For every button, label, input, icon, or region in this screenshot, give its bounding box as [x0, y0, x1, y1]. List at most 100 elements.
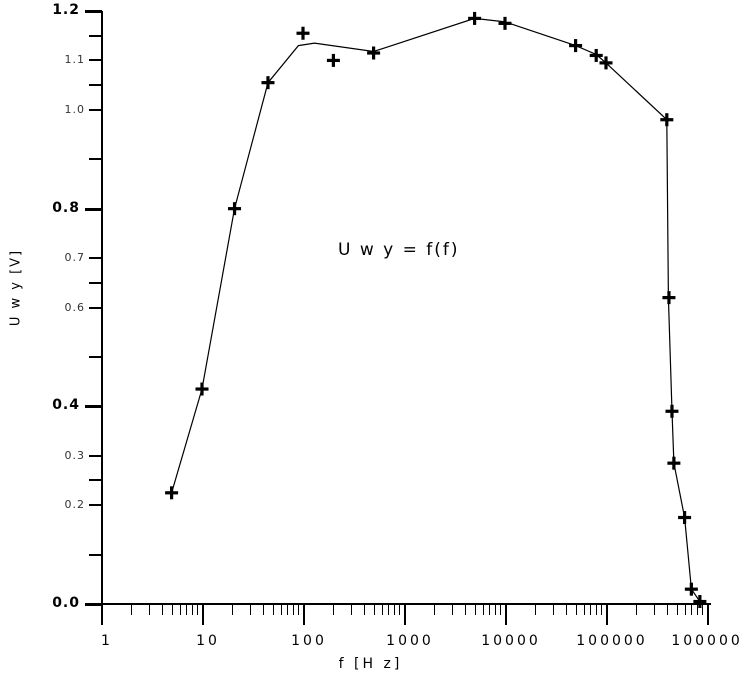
x-tick-minor: [232, 605, 234, 615]
x-tick-minor: [399, 605, 401, 615]
y-tick-mark: [85, 405, 102, 409]
y-tick-mark: [89, 108, 102, 111]
x-tick-label: 100000: [576, 633, 648, 649]
data-point-marker: [599, 56, 613, 70]
x-tick-label: 100: [291, 633, 327, 649]
y-tick-mark: [89, 479, 102, 482]
x-tick-minor: [373, 605, 375, 615]
x-tick-minor: [171, 605, 173, 615]
x-tick-minor: [161, 605, 163, 615]
x-tick-major: [202, 605, 204, 625]
y-tick-mark: [89, 355, 102, 358]
data-point-marker: [326, 53, 340, 67]
x-tick-minor: [482, 605, 484, 615]
y-tick-label: 0.8: [52, 199, 80, 216]
x-tick-minor: [333, 605, 335, 615]
data-markers: [165, 11, 707, 609]
y-tick-label: 0.7: [64, 251, 85, 265]
x-tick-minor: [553, 605, 555, 615]
y-tick-mark: [89, 257, 102, 260]
x-tick-minor: [590, 605, 592, 615]
x-tick-major: [707, 605, 709, 625]
y-tick-label: 0.3: [64, 448, 85, 462]
x-tick-minor: [697, 605, 699, 615]
y-tick-mark: [89, 59, 102, 62]
x-tick-minor: [280, 605, 282, 615]
x-tick-minor: [702, 605, 704, 615]
x-tick-minor: [262, 605, 264, 615]
x-tick-label: 10: [196, 633, 220, 649]
x-tick-minor: [464, 605, 466, 615]
x-tick-minor: [474, 605, 476, 615]
x-tick-label: 1000: [386, 633, 434, 649]
data-point-marker: [665, 404, 679, 418]
x-tick-major: [606, 605, 608, 625]
y-tick-label: 0.4: [52, 397, 80, 414]
y-tick-label: 1.1: [64, 53, 85, 67]
y-axis-line: [101, 11, 103, 605]
x-tick-minor: [575, 605, 577, 615]
x-tick-minor: [684, 605, 686, 615]
x-tick-minor: [293, 605, 295, 615]
x-tick-minor: [351, 605, 353, 615]
data-point-marker: [468, 11, 482, 25]
x-tick-minor: [272, 605, 274, 615]
x-tick-minor: [186, 605, 188, 615]
y-tick-label: 0.0: [52, 595, 80, 611]
y-tick-label: 1.2: [52, 2, 80, 18]
x-tick-label: 1: [101, 633, 113, 649]
y-tick-mark: [89, 34, 102, 37]
data-point-marker: [589, 48, 603, 62]
x-tick-minor: [596, 605, 598, 615]
x-tick-minor: [434, 605, 436, 615]
x-tick-minor: [691, 605, 693, 615]
y-tick-mark: [89, 306, 102, 309]
y-tick-mark: [89, 158, 102, 161]
data-point-marker: [195, 382, 209, 396]
y-tick-mark: [89, 454, 102, 457]
y-tick-mark: [89, 281, 102, 284]
data-line: [171, 17, 701, 602]
x-tick-minor: [535, 605, 537, 615]
data-point-marker: [498, 16, 512, 30]
x-tick-minor: [131, 605, 133, 615]
plot-annotation: U w y = f(f): [338, 240, 460, 260]
data-point-marker: [367, 46, 381, 60]
y-tick-mark: [85, 207, 102, 211]
x-tick-minor: [298, 605, 300, 615]
y-tick-mark: [85, 603, 102, 606]
x-tick-major: [101, 605, 103, 625]
data-point-marker: [693, 595, 707, 609]
data-point-marker: [662, 291, 676, 305]
x-tick-label: 10000: [481, 633, 541, 649]
x-tick-minor: [287, 605, 289, 615]
x-tick-minor: [250, 605, 252, 615]
x-tick-minor: [583, 605, 585, 615]
x-tick-minor: [601, 605, 603, 615]
x-tick-minor: [197, 605, 199, 615]
data-point-marker: [261, 76, 275, 90]
y-tick-mark: [85, 10, 102, 13]
y-axis-title: U w y [V]: [8, 248, 24, 327]
x-tick-minor: [565, 605, 567, 615]
x-tick-minor: [676, 605, 678, 615]
x-tick-minor: [500, 605, 502, 615]
y-tick-label: 1.0: [64, 102, 85, 116]
x-tick-minor: [388, 605, 390, 615]
data-point-marker: [569, 39, 583, 53]
x-tick-major: [303, 605, 305, 625]
x-tick-minor: [394, 605, 396, 615]
y-tick-mark: [89, 504, 102, 507]
data-point-marker: [667, 456, 681, 470]
x-tick-minor: [636, 605, 638, 615]
x-tick-minor: [192, 605, 194, 615]
x-axis-line: [101, 603, 711, 605]
data-point-marker: [684, 582, 698, 596]
x-tick-major: [404, 605, 406, 625]
data-point-marker: [678, 511, 692, 525]
y-tick-mark: [89, 553, 102, 556]
x-tick-minor: [452, 605, 454, 615]
x-tick-minor: [495, 605, 497, 615]
